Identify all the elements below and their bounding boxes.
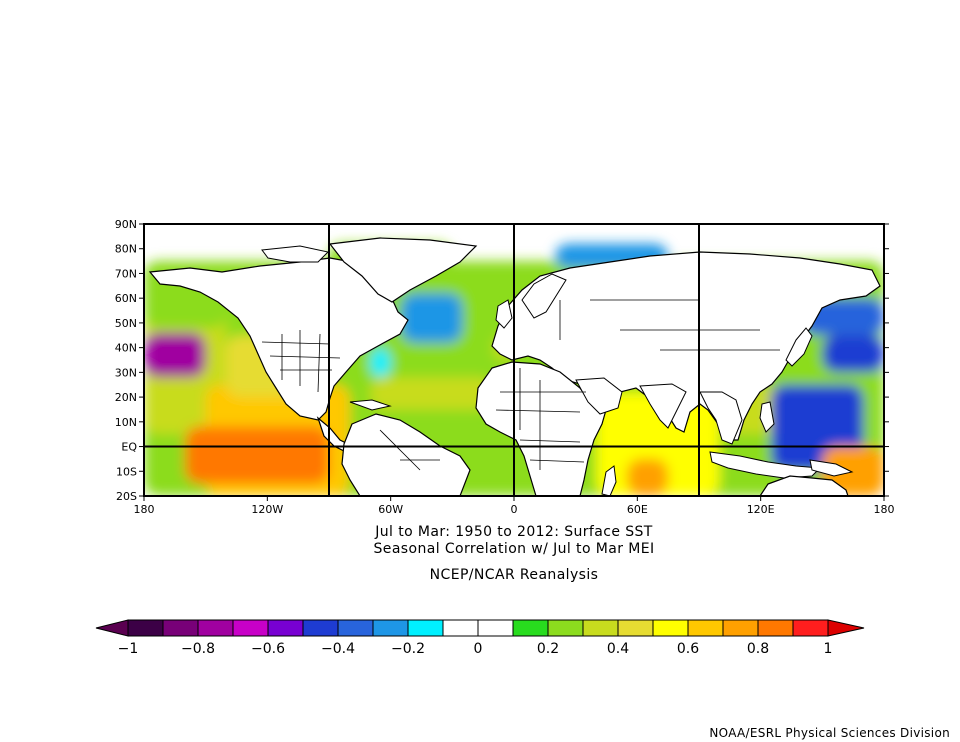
- source-line: NCEP/NCAR Reanalysis: [429, 567, 599, 583]
- credit-text: NOAA/ESRL Physical Sciences Division: [709, 726, 950, 740]
- colorbar-swatch: [337, 619, 374, 637]
- grid-lines: [144, 224, 884, 496]
- lat-tick-label: 70N: [115, 267, 137, 280]
- land-madagascar: [601, 465, 617, 496]
- colorbar-swatch: [162, 619, 199, 637]
- colorbar-label: −0.4: [321, 641, 355, 657]
- land-south-america: [341, 413, 471, 496]
- sst-field-region: [822, 335, 884, 373]
- lat-tick-label: 80N: [115, 243, 137, 256]
- colorbar-label: −0.2: [391, 641, 425, 657]
- colorbar-label: −1: [118, 641, 139, 657]
- land-japan: [785, 327, 813, 367]
- colorbar-swatch: [722, 619, 759, 637]
- colorbar-swatch: [302, 619, 339, 637]
- colorbar-swatch: [267, 619, 304, 637]
- colorbar-swatch: [372, 619, 409, 637]
- lon-tick-label: 180: [874, 503, 895, 516]
- colorbar-swatch: [687, 619, 724, 637]
- colorbar-label: 0.8: [747, 641, 769, 657]
- colorbar-swatch: [617, 619, 654, 637]
- longitude-ticks: 180 120W 60W 0 60E 120E 180: [134, 496, 895, 516]
- colorbar-label: 0: [474, 641, 483, 657]
- lat-tick-label: 40N: [115, 342, 137, 355]
- colorbar-swatch: [232, 619, 269, 637]
- colorbar-swatch: [442, 619, 479, 637]
- land-india: [639, 383, 687, 429]
- latitude-ticks: 90N 80N 70N 60N 50N 40N 30N 20N 10N EQ 10S 20S: [115, 218, 889, 503]
- colorbar-swatch: [547, 619, 584, 637]
- colorbar: −1 −0.8 −0.6 −0.4 −0.2 0 0.2 0.4 0.6 0.8 1: [95, 619, 865, 657]
- land-indochina: [699, 391, 743, 445]
- lat-tick-label: EQ: [121, 441, 137, 454]
- land-arctic-islands: [261, 245, 330, 263]
- land-scandinavia: [521, 273, 567, 319]
- sst-field-region: [185, 426, 329, 484]
- lon-tick-label: 180: [134, 503, 155, 516]
- sst-field-region: [144, 298, 227, 328]
- lon-tick-label: 60E: [627, 503, 648, 516]
- lat-tick-label: 60N: [115, 292, 137, 305]
- colorbar-swatch: [477, 619, 514, 637]
- lon-tick-label: 60W: [378, 503, 403, 516]
- land-africa: [475, 361, 607, 496]
- land-philippines: [759, 401, 775, 433]
- lat-tick-label: 90N: [115, 218, 137, 231]
- lat-tick-label: 20S: [116, 490, 137, 503]
- colorbar-swatch: [197, 619, 234, 637]
- colorbar-under-arrow: [95, 619, 129, 637]
- colorbar-swatch: [582, 619, 619, 637]
- lat-tick-label: 50N: [115, 317, 137, 330]
- sst-field-region: [370, 347, 391, 378]
- land-arabia: [575, 377, 623, 415]
- land-greenland: [328, 237, 478, 303]
- land-masks: [148, 237, 881, 496]
- lat-tick-label: 10N: [115, 416, 137, 429]
- colorbar-swatch: [652, 619, 689, 637]
- colorbar-label: 0.4: [607, 641, 629, 657]
- colorbar-swatch: [757, 619, 794, 637]
- colorbar-label: −0.8: [181, 641, 215, 657]
- lon-tick-label: 120W: [251, 503, 283, 516]
- land-caribbean: [349, 399, 392, 411]
- colorbar-swatch: [512, 619, 549, 637]
- colorbar-label: 0.6: [677, 641, 699, 657]
- colorbar-label: 0.2: [537, 641, 559, 657]
- political-borders: [261, 299, 780, 471]
- sst-field-region: [627, 458, 669, 496]
- colorbar-swatch: [127, 619, 164, 637]
- lat-tick-label: 20N: [115, 391, 137, 404]
- lon-tick-label: 120E: [747, 503, 775, 516]
- colorbar-label: −0.6: [251, 641, 285, 657]
- colorbar-over-arrow: [827, 619, 865, 637]
- sst-field-region: [144, 332, 206, 378]
- sst-field-region: [400, 293, 463, 343]
- lon-tick-label: 0: [511, 503, 518, 516]
- land-british-isles: [495, 299, 513, 329]
- title-line-2: Seasonal Correlation w/ Jul to Mar MEI: [373, 541, 655, 557]
- colorbar-swatch: [792, 619, 829, 637]
- lat-tick-label: 30N: [115, 366, 137, 379]
- land-australia: [759, 475, 849, 496]
- colorbar-swatch: [407, 619, 444, 637]
- sst-field-region: [370, 377, 494, 410]
- lat-tick-label: 10S: [116, 465, 137, 478]
- land-indonesia: [709, 451, 822, 479]
- title-line-1: Jul to Mar: 1950 to 2012: Surface SST: [375, 524, 653, 540]
- land-new-guinea: [809, 459, 854, 477]
- colorbar-label: 1: [824, 641, 833, 657]
